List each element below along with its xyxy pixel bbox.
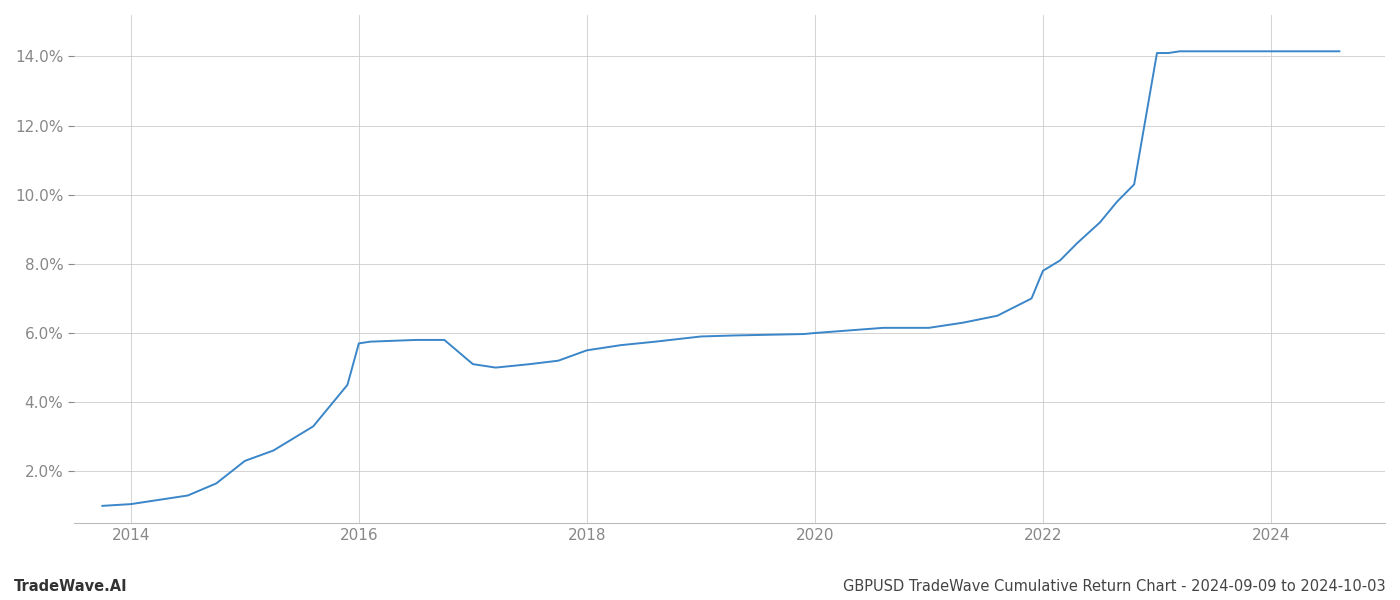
Text: TradeWave.AI: TradeWave.AI bbox=[14, 579, 127, 594]
Text: GBPUSD TradeWave Cumulative Return Chart - 2024-09-09 to 2024-10-03: GBPUSD TradeWave Cumulative Return Chart… bbox=[843, 579, 1386, 594]
